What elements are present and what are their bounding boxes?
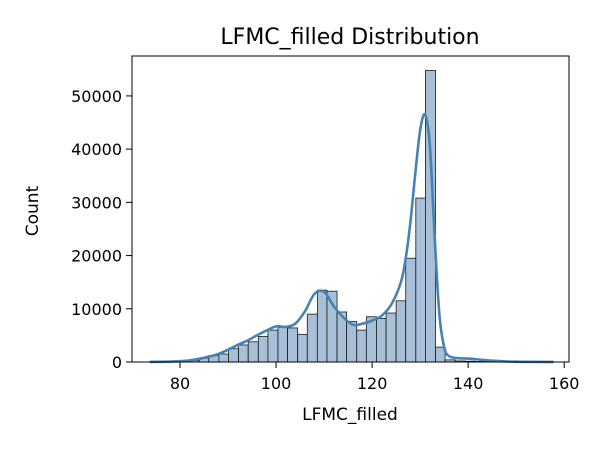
y-tick-label: 50000: [71, 87, 122, 106]
plot-frame: [131, 55, 570, 363]
histogram-bar: [228, 348, 240, 363]
histogram-bar: [306, 313, 318, 363]
y-tick-label: 40000: [71, 140, 122, 159]
histogram-bar: [267, 329, 279, 363]
x-tick-label: 140: [453, 374, 484, 393]
histogram-bar: [385, 312, 397, 363]
x-axis-label: LFMC_filled: [302, 405, 398, 425]
x-axis-ticks: 80 100 120 140 160: [170, 362, 580, 393]
chart-title: LFMC_filled Distribution: [220, 25, 479, 50]
histogram-bar: [376, 317, 387, 363]
histogram-bar: [405, 257, 417, 363]
histogram-bar: [415, 197, 426, 363]
y-tick-label: 0: [112, 353, 122, 372]
x-tick-label: 120: [357, 374, 388, 393]
histogram-bar: [287, 327, 299, 363]
x-tick-label: 160: [549, 374, 580, 393]
x-tick-label: 80: [170, 374, 190, 393]
histogram-bar: [395, 300, 407, 363]
histogram-bar: [257, 336, 269, 363]
kde-curve: [149, 112, 554, 364]
histogram-bar: [247, 341, 259, 363]
histogram-bar: [238, 344, 249, 363]
y-axis-ticks: 0 10000 20000 30000 40000 50000: [71, 87, 132, 372]
histogram-bar: [277, 327, 288, 363]
y-axis-label: Count: [23, 185, 43, 236]
histogram-bar: [356, 329, 367, 363]
histogram-bar: [297, 333, 308, 363]
histogram-bar: [346, 321, 358, 363]
y-tick-label: 30000: [71, 193, 122, 212]
x-tick-label: 100: [261, 374, 292, 393]
histogram-bar: [365, 316, 377, 363]
y-tick-label: 10000: [71, 300, 122, 319]
histogram-bars: [149, 69, 555, 363]
axes: [131, 55, 570, 363]
y-tick-label: 20000: [71, 247, 122, 266]
histogram-bar: [218, 353, 229, 363]
histogram-bar: [316, 289, 328, 363]
